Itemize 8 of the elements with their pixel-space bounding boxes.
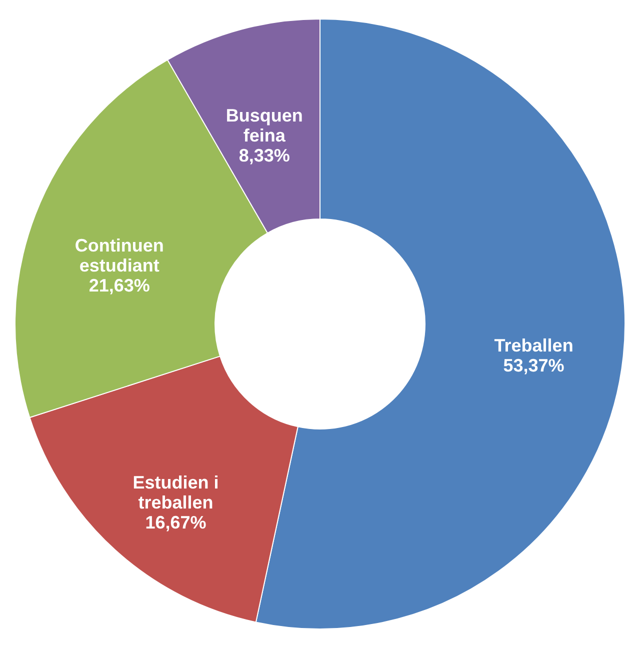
data-label: 8,33%	[238, 145, 290, 166]
data-label: 53,37%	[503, 356, 564, 376]
slice-label: Estudien i treballen	[132, 472, 219, 512]
data-label: 21,63%	[88, 276, 150, 296]
slice-label: Treballen	[494, 336, 574, 356]
slice-label: Busquen feina	[226, 105, 303, 146]
slice-label: Continuen estudiant	[74, 236, 164, 276]
data-label: 16,67%	[145, 512, 206, 532]
